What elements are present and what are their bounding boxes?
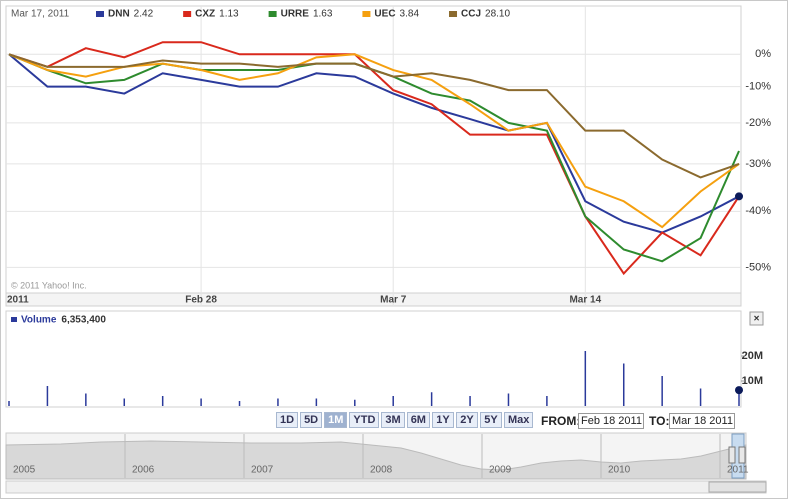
- navigator-year: 2008: [370, 465, 393, 476]
- volume-bar: [354, 399, 356, 406]
- volume-bar: [123, 398, 126, 406]
- scrollbar-thumb[interactable]: [708, 481, 767, 493]
- navigator-year: 2006: [132, 465, 155, 476]
- volume-frame: [5, 310, 742, 408]
- from-label: FROM:: [541, 414, 581, 428]
- x-tick-label: Mar 14: [569, 295, 601, 306]
- legend-name: URRE: [281, 9, 310, 20]
- y-tick-label: 0%: [755, 48, 771, 60]
- range-button[interactable]: 5D: [300, 412, 323, 428]
- copyright: © 2011 Yahoo! Inc.: [11, 280, 87, 290]
- legend-name: DNN: [108, 9, 130, 20]
- range-button[interactable]: 5Y: [479, 412, 502, 428]
- volume-bar: [85, 393, 87, 406]
- range-buttons: 1D 5D 1M YTD 3M 6M 1Y 2Y 5Y Max: [276, 412, 534, 428]
- navigator-area: [5, 440, 747, 480]
- volume-bar: [507, 393, 510, 406]
- range-button[interactable]: 1Y: [431, 412, 454, 428]
- navigator-year: 2007: [251, 465, 274, 476]
- volume-bar: [277, 398, 279, 406]
- volume-bar: [661, 376, 663, 406]
- navigator-year: 2011: [727, 465, 749, 476]
- y-tick-label: -50%: [745, 261, 771, 273]
- range-button[interactable]: 1M: [324, 412, 348, 428]
- x-tick-label: Mar 7: [380, 295, 407, 306]
- y-tick-label: -40%: [745, 205, 771, 217]
- scrollbar: [5, 480, 767, 494]
- to-label: TO:: [649, 414, 670, 428]
- volume-bar: [392, 396, 394, 406]
- legend-name: UEC: [374, 9, 395, 20]
- close-icon[interactable]: ×: [754, 314, 760, 325]
- series-line: [8, 53, 740, 234]
- date-label: Mar 17, 2011: [11, 9, 70, 20]
- legend-name: CCJ: [461, 9, 481, 20]
- legend-quote: 2.42: [134, 9, 154, 20]
- last-point: [735, 192, 743, 201]
- legend-quote: 3.84: [400, 9, 420, 20]
- range-button[interactable]: YTD: [349, 412, 380, 428]
- range-button[interactable]: 1D: [276, 412, 299, 428]
- navigator-handle-left[interactable]: [728, 446, 736, 464]
- volume-swatch: [11, 317, 17, 322]
- volume-tick-label: 10M: [742, 375, 763, 387]
- legend-swatch: [96, 11, 104, 17]
- volume-bar: [622, 363, 625, 406]
- volume-bar: [430, 392, 433, 406]
- legend-quote: 1.63: [313, 9, 333, 20]
- volume-bar: [315, 398, 318, 406]
- navigator-handle-right[interactable]: [738, 446, 746, 464]
- legend-swatch: [268, 11, 277, 17]
- volume-title: Volume: [21, 315, 57, 326]
- legend-swatch: [362, 11, 371, 17]
- navigator-year: 2005: [13, 465, 36, 476]
- legend-quote: 28.10: [485, 9, 510, 20]
- series-line: [8, 53, 740, 179]
- plot-frame: [5, 5, 742, 294]
- from-input[interactable]: Feb 18 2011: [578, 413, 644, 429]
- range-button[interactable]: 3M: [381, 412, 405, 428]
- volume-bar: [469, 396, 471, 406]
- volume-last-point: [735, 386, 743, 395]
- y-tick-label: -20%: [745, 117, 771, 129]
- volume-bar: [584, 351, 587, 406]
- volume-latest: 6,353,400: [61, 315, 106, 326]
- y-tick-label: -10%: [745, 81, 771, 93]
- volume-bar: [46, 386, 49, 406]
- volume-bar: [200, 398, 202, 406]
- close-button[interactable]: [749, 311, 764, 326]
- volume-bar: [699, 388, 702, 406]
- x-tick-label: 2011: [7, 295, 29, 306]
- legend-quote: 1.13: [219, 9, 239, 20]
- navigator-year: 2009: [489, 465, 512, 476]
- x-tick-label: Feb 28: [185, 295, 217, 306]
- navigator-year: 2010: [608, 465, 631, 476]
- volume-tick-label: 20M: [742, 350, 763, 362]
- volume-bar: [238, 401, 241, 406]
- volume-bar: [161, 396, 164, 406]
- series-line: [8, 41, 740, 276]
- range-button[interactable]: 2Y: [455, 412, 478, 428]
- volume-bar: [8, 401, 10, 406]
- range-button[interactable]: Max: [503, 412, 534, 428]
- legend-swatch: [449, 11, 458, 17]
- volume-bar: [546, 396, 548, 406]
- to-input[interactable]: Mar 18 2011: [669, 413, 735, 429]
- y-tick-label: -30%: [745, 158, 771, 170]
- legend-swatch: [183, 11, 192, 17]
- volume-bar: [738, 390, 740, 406]
- range-button[interactable]: 6M: [406, 412, 430, 428]
- x-axis-band: [5, 292, 742, 307]
- legend-name: CXZ: [195, 9, 215, 20]
